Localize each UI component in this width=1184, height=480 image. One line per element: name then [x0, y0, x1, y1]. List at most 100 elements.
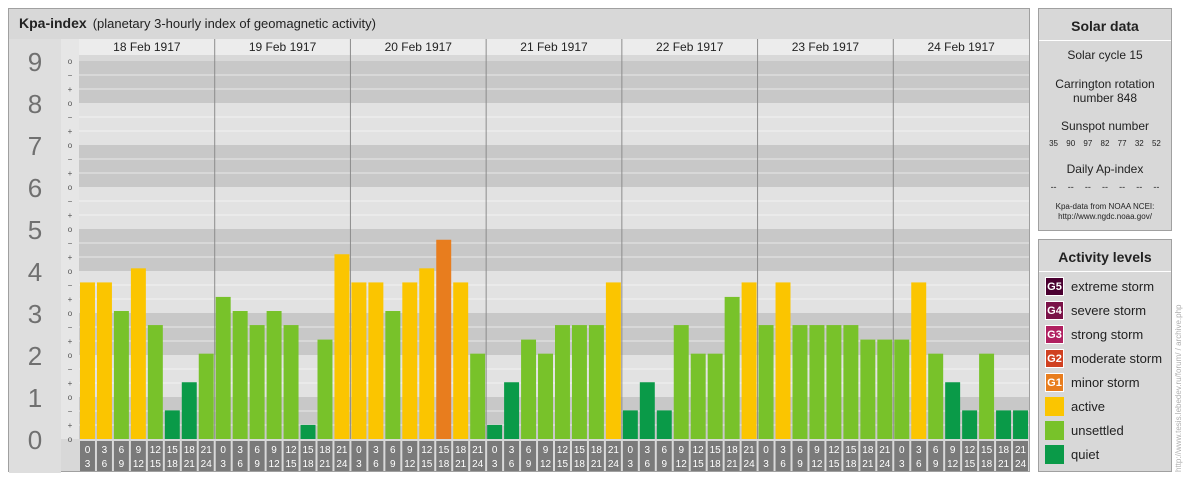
kp-bar — [911, 282, 927, 439]
activity-legend: G5 extreme storm G4 severe storm G3 strong st… — [1039, 277, 1171, 464]
day-label: 21 Feb 1917 — [520, 40, 588, 54]
kp-bar — [707, 353, 723, 439]
interval-cell — [588, 441, 604, 471]
sub-tick-column — [61, 39, 79, 439]
sub-tick-label: o — [68, 57, 73, 66]
interval-end-label: 3 — [492, 459, 498, 470]
interval-end-label: 6 — [509, 459, 515, 470]
interval-cell — [979, 441, 995, 471]
interval-start-label: 3 — [373, 445, 379, 456]
kp-bar — [385, 311, 401, 439]
sub-tick-label: o — [68, 183, 73, 192]
interval-start-label: 6 — [797, 445, 803, 456]
band — [79, 103, 1029, 145]
interval-start-label: 9 — [271, 445, 277, 456]
interval-cell — [113, 441, 129, 471]
interval-end-label: 9 — [797, 459, 803, 470]
interval-end-label: 15 — [828, 459, 840, 470]
legend-swatch: G3 — [1045, 325, 1064, 344]
sub-tick-label: + — [68, 421, 73, 430]
sub-tick-label: − — [68, 155, 73, 164]
legend-item: G4 severe storm — [1045, 301, 1171, 320]
interval-start-label: 0 — [492, 445, 498, 456]
interval-cell — [809, 441, 825, 471]
kp-bar — [130, 268, 146, 439]
interval-start-label: 12 — [150, 445, 162, 456]
interval-end-label: 24 — [608, 459, 620, 470]
kp-bar — [198, 353, 214, 439]
activity-levels-title: Activity levels — [1039, 240, 1171, 272]
interval-end-label: 24 — [201, 459, 213, 470]
interval-end-label: 15 — [150, 459, 162, 470]
kp-bar — [317, 339, 333, 439]
band — [79, 229, 1029, 271]
interval-start-label: 15 — [981, 445, 993, 456]
interval-start-label: 3 — [916, 445, 922, 456]
interval-end-label: 21 — [862, 459, 874, 470]
legend-item: quiet — [1045, 445, 1171, 464]
interval-cell — [487, 441, 503, 471]
interval-start-label: 18 — [319, 445, 331, 456]
kp-bar — [928, 353, 944, 439]
interval-cell — [504, 441, 520, 471]
interval-start-label: 15 — [438, 445, 450, 456]
legend-item: G2 moderate storm — [1045, 349, 1171, 368]
carrington-line2: number 848 — [1072, 91, 1138, 105]
sunspot-title: Sunspot number — [1060, 119, 1150, 133]
interval-cell — [860, 441, 876, 471]
interval-end-label: 18 — [981, 459, 993, 470]
kp-bar — [402, 282, 418, 439]
sub-tick-label: − — [68, 323, 73, 332]
ap-value: -- — [1153, 182, 1160, 192]
source-link[interactable]: http://www.ngdc.noaa.gov/ — [1058, 212, 1152, 221]
kp-bar — [300, 424, 316, 439]
interval-end-label: 9 — [526, 459, 532, 470]
interval-end-label: 15 — [557, 459, 569, 470]
legend-label: severe storm — [1071, 303, 1147, 318]
carrington-line1: Carrington rotation — [1055, 77, 1155, 91]
interval-start-label: 21 — [608, 445, 620, 456]
interval-cell — [724, 441, 740, 471]
legend-swatch — [1045, 421, 1064, 440]
interval-start-label: 9 — [543, 445, 549, 456]
interval-end-label: 15 — [693, 459, 705, 470]
legend-item: G3 strong storm — [1045, 325, 1171, 344]
legend-label: strong storm — [1071, 327, 1144, 342]
kp-bar — [843, 325, 859, 439]
sunspot-value: 35 — [1049, 139, 1059, 148]
sub-tick-label: + — [68, 127, 73, 136]
interval-start-label: 15 — [167, 445, 179, 456]
interval-start-label: 0 — [628, 445, 634, 456]
sub-tick-label: + — [68, 169, 73, 178]
interval-start-label: 18 — [998, 445, 1010, 456]
interval-end-label: 9 — [661, 459, 667, 470]
chart-title: Kpa-index (planetary 3-hourly index of ge… — [19, 15, 376, 31]
interval-cell — [164, 441, 180, 471]
interval-end-label: 18 — [167, 459, 179, 470]
legend-swatch: G1 — [1045, 373, 1064, 392]
kp-bar — [656, 410, 672, 439]
interval-start-label: 3 — [102, 445, 108, 456]
interval-start-label: 3 — [509, 445, 515, 456]
interval-cell — [538, 441, 553, 471]
sunspot-values: 35 90 97 82 77 32 52 — [1039, 139, 1171, 148]
y-tick-label: 6 — [28, 173, 42, 203]
interval-cell — [690, 441, 706, 471]
ap-value: -- — [1084, 182, 1091, 192]
interval-end-label: 3 — [628, 459, 634, 470]
interval-cell — [419, 441, 435, 471]
interval-end-label: 12 — [404, 459, 416, 470]
band — [79, 187, 1029, 229]
legend-item: active — [1045, 397, 1171, 416]
interval-cell — [283, 441, 299, 471]
kp-bar — [877, 339, 893, 439]
sub-tick-label: o — [68, 267, 73, 276]
sub-tick-label: o — [68, 309, 73, 318]
interval-cell — [402, 441, 418, 471]
interval-end-label: 12 — [133, 459, 145, 470]
interval-end-label: 12 — [811, 459, 823, 470]
kp-bar — [775, 282, 791, 439]
legend-label: moderate storm — [1071, 351, 1163, 366]
interval-start-label: 21 — [879, 445, 891, 456]
legend-swatch: G2 — [1045, 349, 1064, 368]
